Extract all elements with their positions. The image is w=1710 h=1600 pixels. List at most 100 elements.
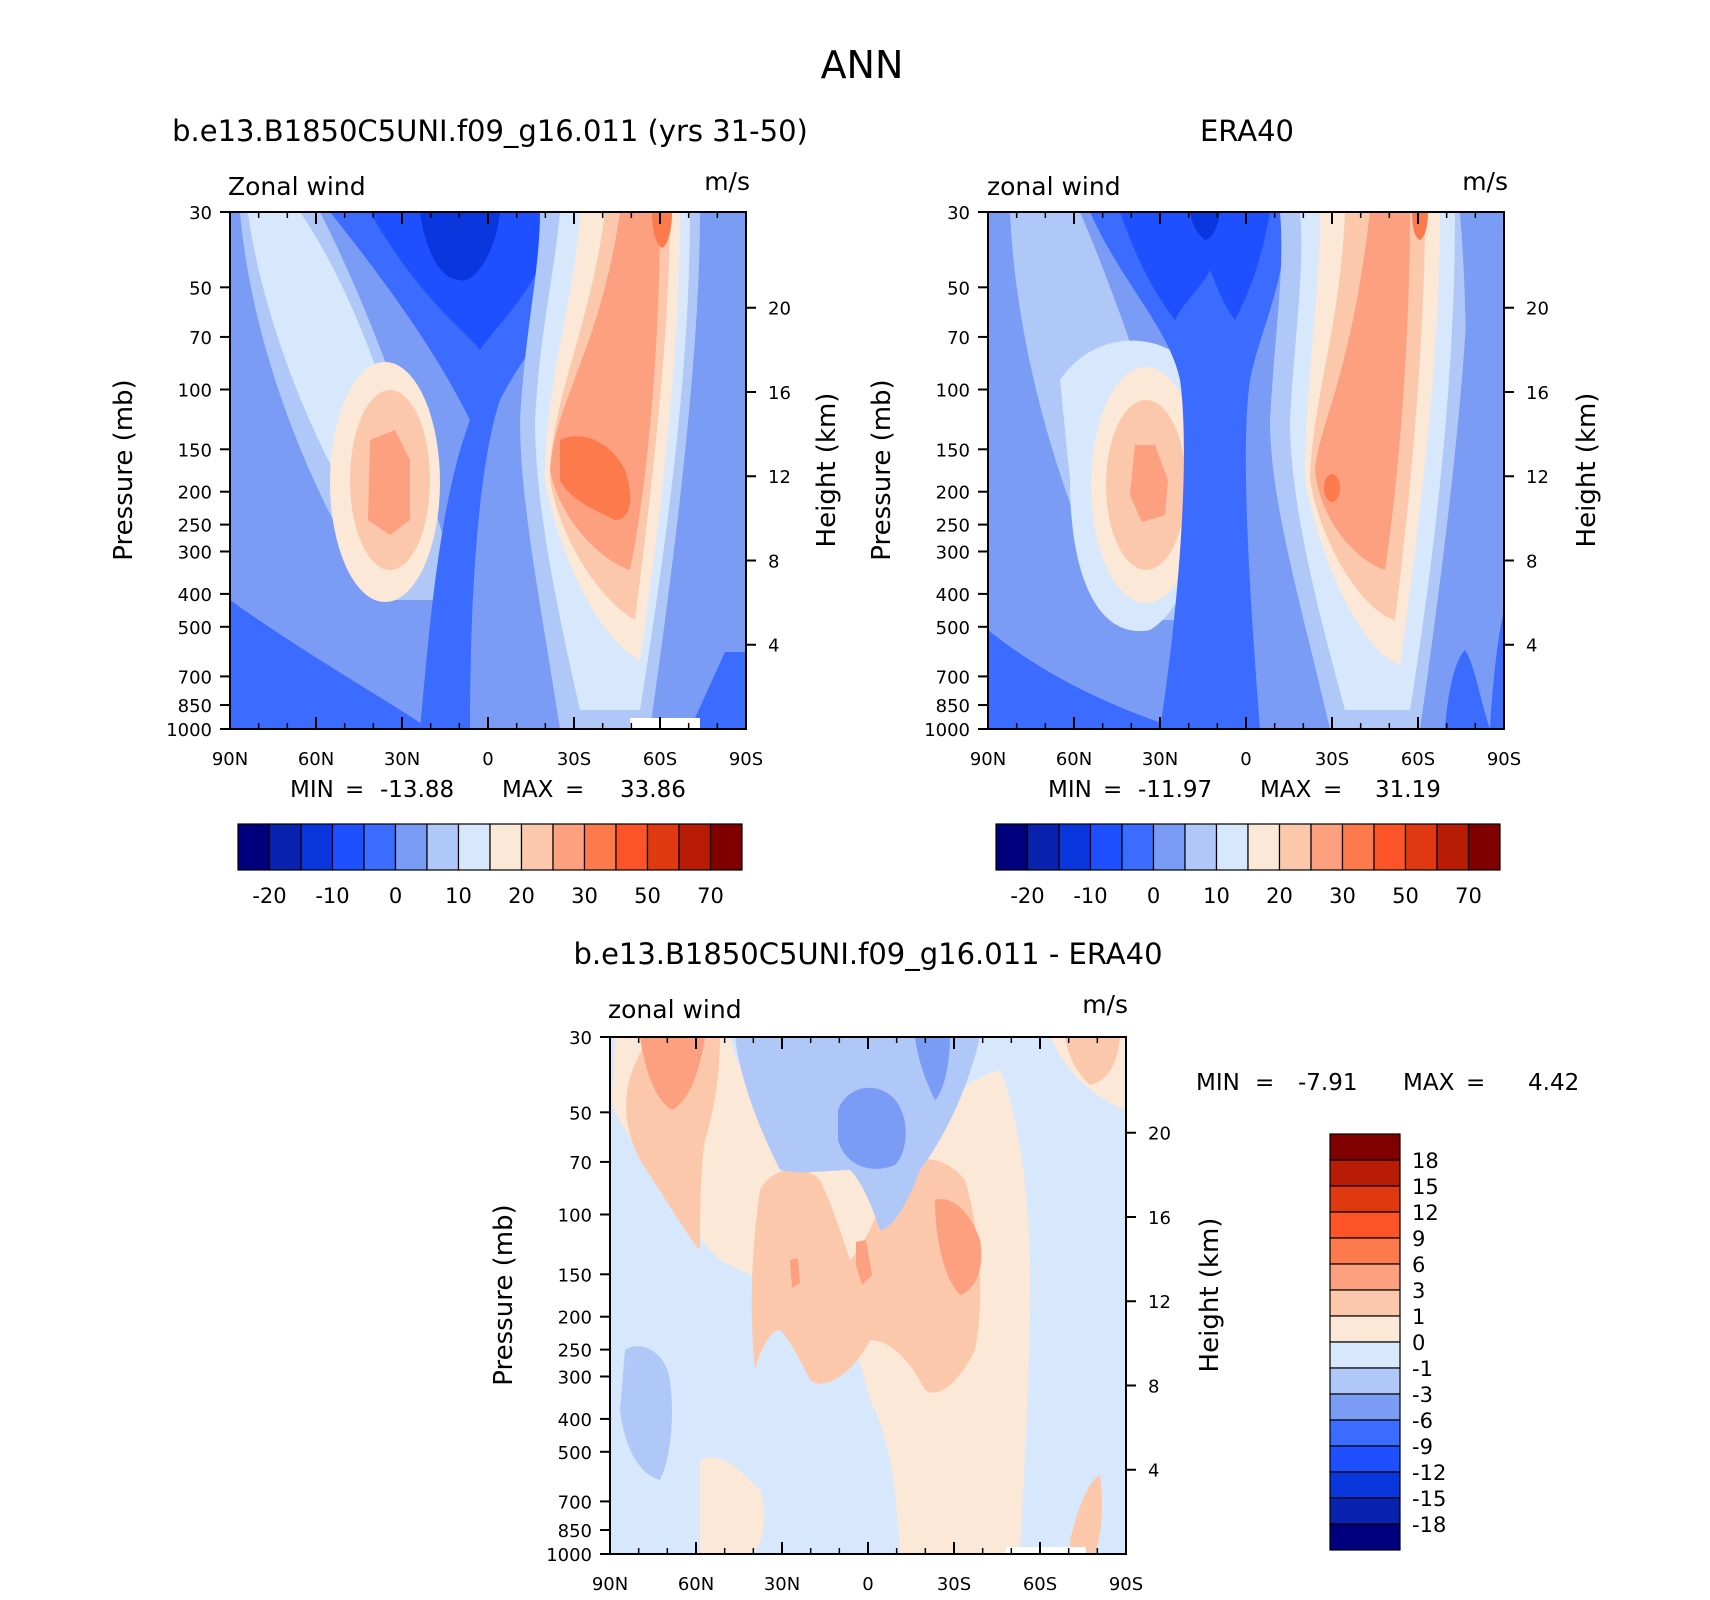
panel-diff-minmax: MIN = -7.91 MAX = 4.42 <box>1196 1070 1579 1096</box>
y2-tick-label: 12 <box>1148 1292 1171 1313</box>
sh-strat-jet-core <box>652 212 672 248</box>
x-tick-label: 90S <box>1487 749 1521 770</box>
panel-era40-y-title: Pressure (mb) <box>867 379 897 560</box>
colorbar-swatch <box>1278 823 1312 871</box>
colorbar-label: -9 <box>1412 1435 1433 1459</box>
y-tick-label: 400 <box>936 585 970 606</box>
colorbar-swatch <box>300 823 334 871</box>
y-tick-label: 200 <box>178 483 212 504</box>
y-tick-label: 200 <box>558 1308 592 1329</box>
colorbar-swatch <box>1329 1185 1401 1213</box>
x-tick-label: 90N <box>970 749 1006 770</box>
x-tick-label: 60N <box>1056 749 1092 770</box>
y-tick-label: 250 <box>178 516 212 537</box>
colorbar-label: -3 <box>1412 1383 1433 1407</box>
colorbar-swatch <box>1329 1341 1401 1369</box>
x-tick-label: 60N <box>678 1574 714 1595</box>
panel-model-title: b.e13.B1850C5UNI.f09_g16.011 (yrs 31-50) <box>172 114 808 148</box>
diff-positive-core-3 <box>856 1240 872 1285</box>
panel-model: b.e13.B1850C5UNI.f09_g16.011 (yrs 31-50)… <box>109 114 842 908</box>
colorbar-label: -10 <box>1073 884 1107 908</box>
x-tick-label: 30N <box>384 749 420 770</box>
x-tick-label: 0 <box>862 1574 873 1595</box>
colorbar-swatch <box>1329 1211 1401 1239</box>
y-tick-label: 150 <box>178 440 212 461</box>
y2-tick-label: 4 <box>1526 636 1537 657</box>
colorbar-label: -20 <box>1010 884 1044 908</box>
y-tick-label: 100 <box>936 381 970 402</box>
colorbar-label: 20 <box>508 884 535 908</box>
diff-negative-core <box>838 1087 906 1169</box>
colorbar-swatch <box>1152 823 1186 871</box>
y-tick-label: 700 <box>178 667 212 688</box>
colorbar-swatch <box>646 823 680 871</box>
colorbar-swatch <box>995 823 1029 871</box>
y-tick-label: 50 <box>189 278 212 299</box>
panel-diff-axes: 30 50 70 100 150 200 250 300 400 500 700 850 1000 20 1… <box>546 1028 1171 1595</box>
colorbar-swatch <box>520 823 554 871</box>
colorbar-label: 70 <box>1455 884 1482 908</box>
colorbar-swatch <box>363 823 397 871</box>
panel-era40-contours <box>988 212 1504 729</box>
colorbar-swatch <box>1121 823 1155 871</box>
colorbar-swatch <box>1329 1419 1401 1447</box>
colorbar-label: -10 <box>315 884 349 908</box>
y-tick-label: 1000 <box>924 720 970 741</box>
colorbar-label: 20 <box>1266 884 1293 908</box>
colorbar-label: -1 <box>1412 1357 1433 1381</box>
colorbar-label: 10 <box>445 884 472 908</box>
y-tick-label: 500 <box>178 618 212 639</box>
colorbar-label: 0 <box>389 884 402 908</box>
panel-diff: b.e13.B1850C5UNI.f09_g16.011 - ERA40 zon… <box>489 937 1579 1595</box>
y2-tick-label: 12 <box>768 467 791 488</box>
panel-diff-units-label: m/s <box>1082 990 1128 1019</box>
colorbar-swatch <box>1329 1367 1401 1395</box>
y-tick-label: 50 <box>947 278 970 299</box>
colorbar-swatch <box>1329 1289 1401 1317</box>
x-tick-label: 60S <box>1023 1574 1057 1595</box>
y-tick-label: 700 <box>558 1492 592 1513</box>
colorbar-label: 18 <box>1412 1149 1439 1173</box>
panel-era40-units-label: m/s <box>1462 167 1508 196</box>
panel-diff-variable-label: zonal wind <box>608 995 742 1024</box>
colorbar-label: -20 <box>252 884 286 908</box>
colorbar-swatch <box>457 823 491 871</box>
y-tick-label: 700 <box>936 667 970 688</box>
y2-tick-label: 16 <box>1148 1208 1171 1229</box>
y-tick-label: 200 <box>936 483 970 504</box>
colorbar-label: 0 <box>1147 884 1160 908</box>
y-tick-label: 70 <box>569 1153 592 1174</box>
x-tick-label: 90N <box>592 1574 628 1595</box>
y-tick-label: 100 <box>178 381 212 402</box>
colorbar-swatch <box>1329 1159 1401 1187</box>
colorbar-label: -15 <box>1412 1487 1446 1511</box>
panel-diff-y2-title: Height (km) <box>1195 1218 1225 1373</box>
colorbar-swatch <box>1026 823 1060 871</box>
panel-diff-title: b.e13.B1850C5UNI.f09_g16.011 - ERA40 <box>573 937 1162 971</box>
colorbar-swatch <box>1329 1497 1401 1525</box>
y-tick-label: 250 <box>936 516 970 537</box>
y2-tick-label: 16 <box>1526 383 1549 404</box>
y-tick-label: 70 <box>947 328 970 349</box>
x-tick-label: 0 <box>1240 749 1251 770</box>
colorbar-swatch <box>1215 823 1249 871</box>
colorbar-swatch <box>489 823 523 871</box>
panel-model-y-title: Pressure (mb) <box>109 379 139 560</box>
colorbar-swatch <box>1310 823 1344 871</box>
x-tick-label: 90S <box>729 749 763 770</box>
colorbar-swatch <box>1373 823 1407 871</box>
panel-era40-title: ERA40 <box>1200 114 1294 148</box>
colorbar-swatch <box>1329 1263 1401 1291</box>
y-tick-label: 50 <box>569 1103 592 1124</box>
era-sh-jet-core <box>1324 474 1340 502</box>
panel-model-axes: 30 50 70 100 150 200 250 300 400 500 700 850 1000 20 1… <box>166 203 791 770</box>
colorbar-swatch <box>331 823 365 871</box>
colorbar-swatch <box>1436 823 1470 871</box>
x-tick-label: 0 <box>482 749 493 770</box>
y2-tick-label: 20 <box>1526 299 1549 320</box>
y-tick-label: 30 <box>569 1028 592 1049</box>
y-tick-label: 300 <box>178 542 212 563</box>
y-tick-label: 400 <box>558 1410 592 1431</box>
y2-tick-label: 20 <box>1148 1124 1171 1145</box>
